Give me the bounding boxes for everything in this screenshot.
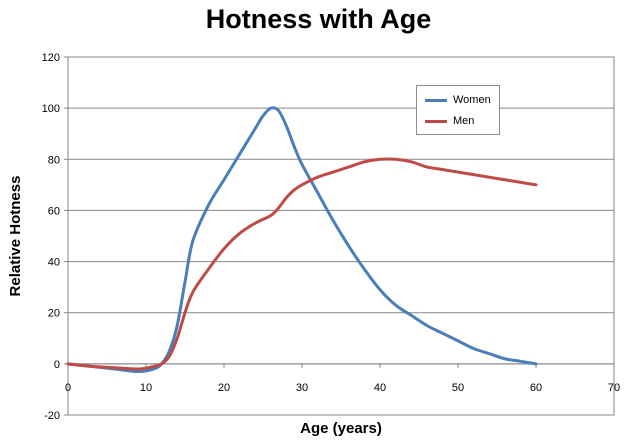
legend: Women Men (416, 85, 500, 135)
x-tick-label: 70 (608, 382, 620, 394)
plot-border (67, 56, 615, 416)
legend-label-men: Men (453, 115, 475, 127)
legend-swatch-men (425, 119, 447, 123)
series-line-women (66, 106, 538, 374)
legend-item-men: Men (425, 114, 474, 128)
x-tick-label: 50 (452, 382, 464, 394)
y-tick-label: 20 (48, 308, 60, 320)
x-tick-label: 20 (218, 382, 230, 394)
legend-label-women: Women (453, 94, 491, 106)
legend-swatch-women (425, 98, 447, 102)
y-tick-label: 60 (48, 205, 60, 217)
y-tick-label: -20 (44, 410, 60, 422)
y-tick-label: 120 (42, 52, 60, 64)
x-tick-label: 60 (530, 382, 542, 394)
y-tick-label: 80 (48, 154, 60, 166)
x-axis-label: Age (years) (300, 420, 382, 437)
series-line-men (66, 157, 538, 371)
x-tick-label: 30 (296, 382, 308, 394)
x-tick-label: 0 (65, 382, 71, 394)
y-tick-label: 40 (48, 257, 60, 269)
x-tick-label: 10 (140, 382, 152, 394)
chart-title: Hotness with Age (205, 4, 432, 34)
y-axis-label: Relative Hotness (7, 175, 24, 297)
y-tick-label: 0 (54, 359, 60, 371)
legend-item-women: Women (425, 93, 491, 107)
x-tick-label: 40 (374, 382, 386, 394)
y-tick-label: 100 (42, 103, 60, 115)
